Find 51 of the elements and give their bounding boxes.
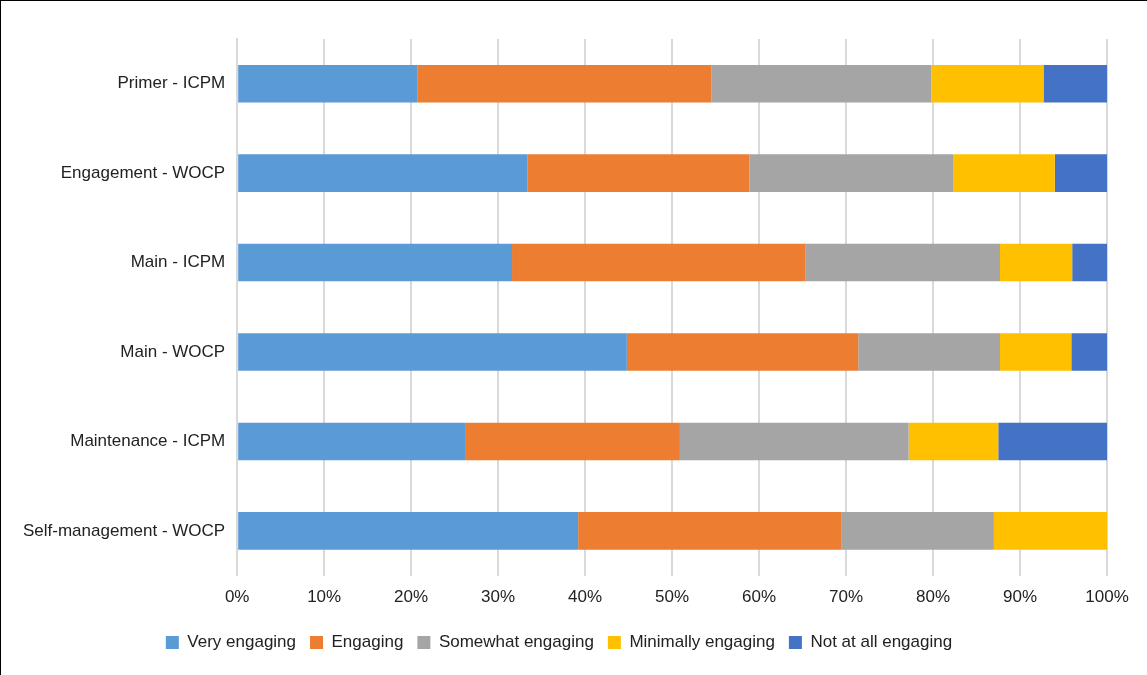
x-tick-label: 80% bbox=[916, 587, 951, 607]
x-tick-label: 30% bbox=[481, 587, 516, 607]
bar bbox=[417, 64, 712, 103]
y-tick-label: Maintenance - ICPM bbox=[70, 431, 226, 451]
x-tick-label: 10% bbox=[307, 587, 342, 607]
bar bbox=[238, 154, 528, 192]
bar bbox=[953, 154, 1055, 192]
bar bbox=[993, 512, 1107, 550]
bar bbox=[931, 64, 1044, 103]
y-tick-label: Self-management - WOCP bbox=[22, 520, 226, 540]
bar bbox=[238, 512, 579, 550]
y-tick-label: Main - ICPM bbox=[130, 252, 226, 272]
x-tick-label: 20% bbox=[394, 587, 429, 607]
bar bbox=[711, 64, 932, 103]
legend-label: Somewhat engaging bbox=[438, 632, 594, 652]
bar bbox=[238, 422, 466, 461]
bar bbox=[1043, 64, 1107, 103]
y-tick-label: Primer - ICPM bbox=[117, 73, 226, 93]
bar bbox=[465, 422, 680, 461]
bar bbox=[908, 422, 999, 461]
x-tick-label: 90% bbox=[1003, 587, 1038, 607]
bar bbox=[1054, 154, 1107, 192]
y-tick-label: Main - WOCP bbox=[120, 341, 226, 361]
x-tick-label: 0% bbox=[224, 587, 250, 607]
y-tick-label: Engagement - WOCP bbox=[60, 162, 226, 182]
bar bbox=[527, 154, 750, 192]
legend-label: Minimally engaging bbox=[629, 632, 775, 652]
x-tick-label: 50% bbox=[655, 587, 690, 607]
bar bbox=[1072, 243, 1107, 282]
bar bbox=[512, 243, 806, 282]
bar bbox=[1071, 333, 1107, 371]
bar bbox=[238, 64, 418, 103]
bar bbox=[1000, 333, 1072, 371]
bar bbox=[998, 422, 1107, 461]
bar bbox=[238, 243, 513, 282]
legend-label: Very engaging bbox=[187, 632, 297, 652]
legend-label: Engaging bbox=[331, 632, 404, 652]
bar bbox=[805, 243, 1001, 282]
x-tick-label: 70% bbox=[829, 587, 864, 607]
bar bbox=[578, 512, 842, 550]
bar bbox=[238, 333, 627, 371]
x-tick-label: 60% bbox=[742, 587, 777, 607]
legend-label: Not at all engaging bbox=[810, 632, 953, 652]
bar bbox=[1000, 243, 1073, 282]
x-tick-label: 100% bbox=[1085, 587, 1129, 607]
bar bbox=[626, 333, 859, 371]
x-tick-label: 40% bbox=[568, 587, 603, 607]
bar bbox=[858, 333, 1001, 371]
bar bbox=[841, 512, 994, 550]
bar bbox=[679, 422, 909, 461]
bar bbox=[749, 154, 954, 192]
